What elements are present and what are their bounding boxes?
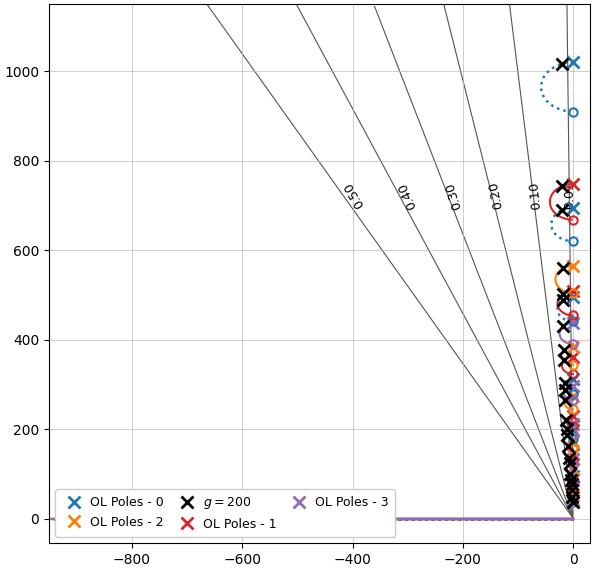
Text: 0.40: 0.40 xyxy=(396,180,419,211)
Text: 0.10: 0.10 xyxy=(527,182,543,211)
Text: 0.01: 0.01 xyxy=(563,181,576,209)
Text: 0.50: 0.50 xyxy=(341,179,366,210)
Text: 0.30: 0.30 xyxy=(444,180,465,211)
Legend: OL Poles - 0, OL Poles - 2, $g = 200$, OL Poles - 1, OL Poles - 3: OL Poles - 0, OL Poles - 2, $g = 200$, O… xyxy=(55,489,395,537)
Text: 0.20: 0.20 xyxy=(486,180,505,210)
